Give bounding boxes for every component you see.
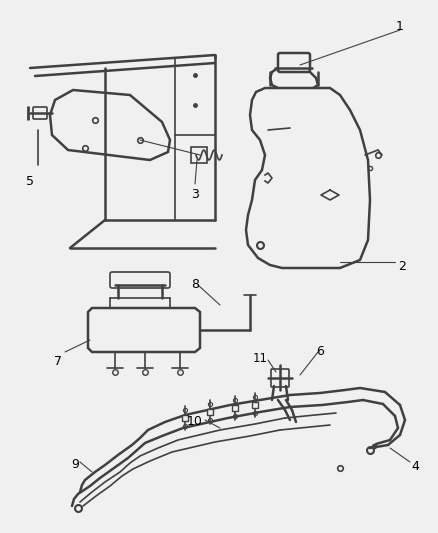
FancyBboxPatch shape xyxy=(278,53,310,72)
Polygon shape xyxy=(270,68,318,90)
Polygon shape xyxy=(50,90,170,160)
Text: 9: 9 xyxy=(71,458,79,471)
Text: 4: 4 xyxy=(411,460,419,473)
Text: 5: 5 xyxy=(26,175,34,188)
Text: 2: 2 xyxy=(398,260,406,273)
Polygon shape xyxy=(88,308,200,352)
Text: 8: 8 xyxy=(191,278,199,291)
Text: 1: 1 xyxy=(396,20,404,33)
Text: 7: 7 xyxy=(54,355,62,368)
FancyBboxPatch shape xyxy=(271,369,289,387)
FancyBboxPatch shape xyxy=(191,147,207,163)
Text: 6: 6 xyxy=(316,345,324,358)
Text: 10: 10 xyxy=(187,415,203,428)
FancyBboxPatch shape xyxy=(33,107,47,119)
Text: 11: 11 xyxy=(252,352,268,365)
Text: 3: 3 xyxy=(191,188,199,201)
FancyBboxPatch shape xyxy=(110,272,170,288)
Polygon shape xyxy=(246,88,370,268)
